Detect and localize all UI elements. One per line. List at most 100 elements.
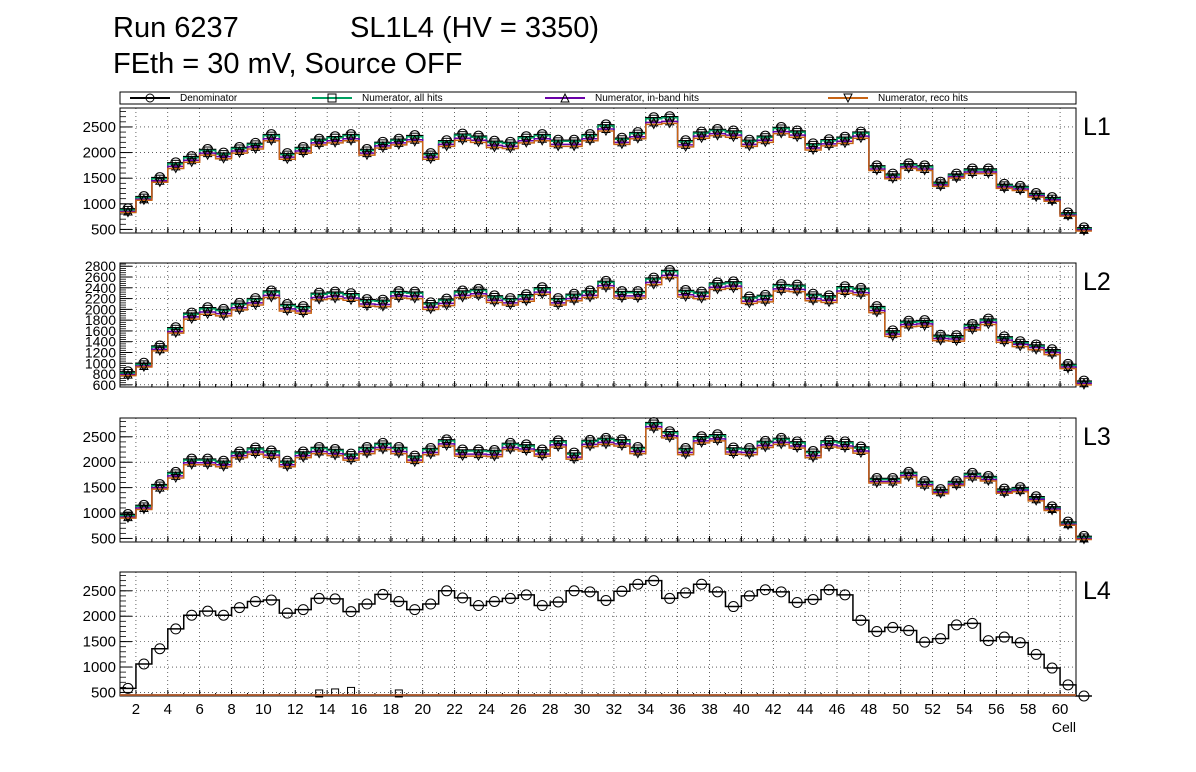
point-L2-3-7 [218,308,229,318]
point-L1-3-5 [186,155,197,165]
xtick-label-L4-20: 20 [414,701,431,718]
xtick-label-L1-4: 4 [167,228,170,233]
point-L1-4-15 [346,136,356,146]
point-L4-1-7 [218,609,230,621]
xtick-label-L1-56: 56 [994,228,999,233]
point-L1-4-1 [123,208,133,218]
point-L3-3-19 [409,455,420,465]
point-L3-4-58 [1031,496,1042,506]
point-L3-4-23 [473,452,484,462]
xtick-label-L3-12: 12 [293,537,298,542]
point-L3-4-1 [123,514,133,524]
point-L2-3-20 [425,302,436,312]
point-L4-1-59 [1046,662,1058,674]
ytick-label-L4-2000: 2000 [83,608,116,625]
point-L1-4-47 [856,134,866,144]
point-L3-3-14 [330,448,340,458]
point-L2-3-23 [473,288,484,298]
point-L1-3-38 [712,128,723,138]
point-L1-4-3 [154,178,165,188]
point-L3-3-20 [425,447,436,457]
point-L3-3-28 [553,439,564,449]
point-L3-3-17 [378,442,388,452]
point-L3-4-43 [792,443,803,454]
xtick-label-L4-4: 4 [164,701,172,718]
legend-label-2: Numerator, all hits [362,93,443,104]
point-L4-1-30 [584,586,596,598]
point-L4-1-34 [648,575,660,587]
point-L3-4-46 [840,443,850,454]
xtick-label-L1-60: 60 [1058,228,1063,233]
point-L2-4-37 [696,294,707,304]
point-L3-3-40 [744,447,755,457]
xtick-label-L1-54: 54 [962,228,967,233]
ytick-label-L3-1000: 1000 [83,505,116,522]
point-L1-3-2 [139,194,149,204]
xtick-label-L3-36: 36 [675,537,680,542]
point-L3-3-57 [1015,485,1026,495]
xtick-label-L4-6: 6 [195,701,203,718]
point-L3-3-21 [441,438,452,448]
point-L1-3-32 [617,137,627,147]
point-L1-3-6 [202,148,213,158]
xtick-label-L1-2: 2 [135,228,138,233]
xtick-label-L2-46: 46 [835,382,840,387]
point-L2-4-61 [1079,380,1089,390]
xtick-label-L2-38: 38 [707,382,712,387]
xtick-label-L3-30: 30 [580,537,585,542]
point-L3-3-12 [298,450,309,460]
point-L2-3-14 [330,291,340,301]
xtick-label-L4-28: 28 [542,701,559,718]
point-L2-4-5 [186,315,197,325]
point-L2-2-53 [952,332,961,341]
point-L4-1-41 [759,584,771,596]
point-L1-3-54 [967,166,978,177]
point-L3-4-31 [601,440,611,450]
xtick-label-L1-40: 40 [739,228,744,233]
xtick-label-L2-50: 50 [899,382,904,387]
point-L1-3-14 [330,135,340,145]
xtick-label-L3-18: 18 [389,537,394,542]
point-L1-4-54 [967,169,978,179]
point-L4-1-27 [536,600,548,612]
point-L3-3-4 [170,470,181,480]
point-L1-4-17 [378,143,388,154]
point-L4-1-47 [855,614,867,626]
point-L3-4-45 [824,442,834,453]
point-L2-3-47 [856,287,866,297]
point-L4-1-45 [823,584,835,596]
point-L3-4-3 [154,485,165,495]
legend-marker-1 [145,93,155,103]
point-L2-4-11 [282,306,293,317]
xtick-label-L2-2: 2 [135,382,138,387]
xtick-label-L2-56: 56 [994,382,999,387]
ytick-label-L4-2500: 2500 [83,583,116,600]
xtick-label-L2-42: 42 [771,382,776,387]
point-L3-4-47 [856,449,866,459]
point-L3-4-4 [170,473,181,484]
xtick-label-L3-56: 56 [994,537,999,542]
point-L3-3-46 [840,440,850,450]
point-L3-3-31 [601,437,611,447]
point-L4-1-56 [998,631,1010,643]
xtick-label-L4-42: 42 [765,701,782,718]
point-L2-4-16 [362,302,372,312]
legend-label-3: Numerator, in-band hits [595,93,699,104]
point-L2-3-38 [712,282,723,292]
point-L2-4-49 [887,332,898,342]
panel-label-L4: L4 [1083,577,1111,605]
point-L2-3-16 [362,298,372,308]
point-L4-1-43 [791,596,803,608]
point-L4-2-13 [315,689,324,698]
xtick-label-L4-12: 12 [287,701,304,718]
point-L4-1-10 [265,594,277,606]
point-L4-1-58 [1030,648,1042,660]
point-L1-4-23 [473,138,484,148]
point-L2-3-46 [840,285,850,296]
point-L2-3-55 [983,317,994,327]
xtick-label-L3-6: 6 [199,537,202,542]
ytick-label-L2-1600: 1600 [85,323,116,339]
ytick-label-L4-1500: 1500 [83,634,116,651]
point-L2-4-2 [139,363,149,373]
point-L3-3-8 [234,450,245,460]
